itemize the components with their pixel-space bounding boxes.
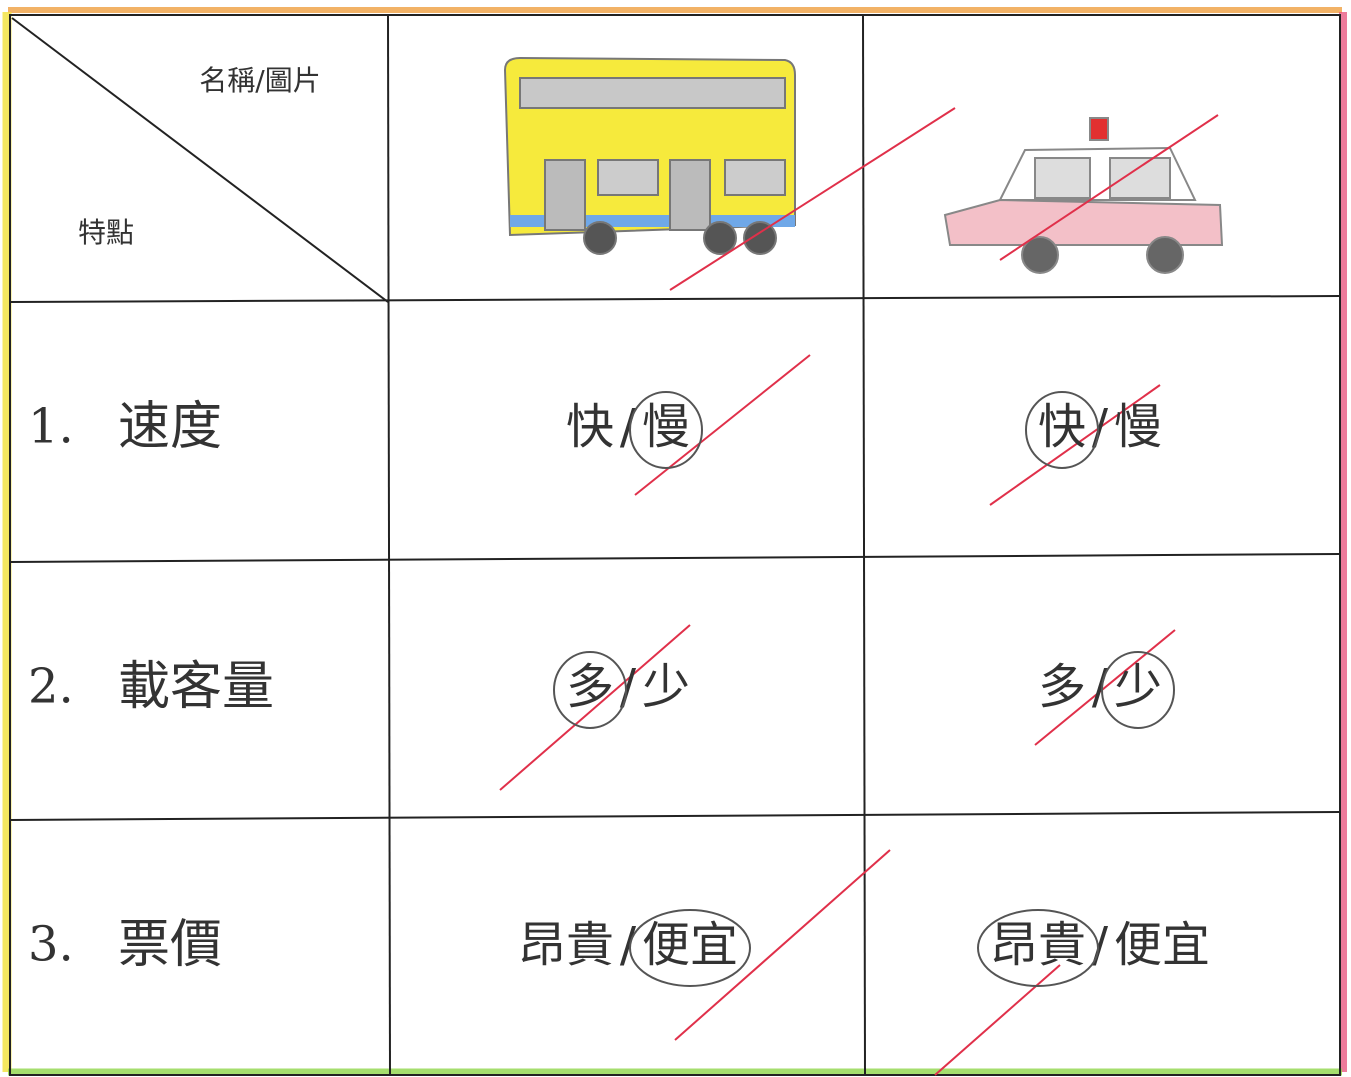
row-number: 2. [28,659,74,715]
table-grid [9,14,1341,1076]
separator: / [1092,917,1109,973]
feature: 載客量 [118,657,274,717]
option: 快 [566,399,614,455]
row-number: 1. [28,399,74,455]
option: 昂貴 [990,917,1086,973]
separator: / [620,917,637,973]
taxi-drawing [943,117,1224,274]
choice-circle [1101,651,1175,729]
option: 慢 [642,399,690,455]
choice-circle [1025,391,1099,469]
feature: 速度 [118,397,222,457]
row-number: 3. [28,917,74,973]
option: 慢 [1114,399,1162,455]
choice-circle [553,651,627,729]
option: 少 [642,659,690,715]
option: 昂貴 [518,917,614,973]
option: 便宜 [1114,917,1210,973]
header-name-picture: 名稱/圖片 [199,64,320,97]
choice-circle [977,909,1099,987]
feature: 票價 [118,915,222,975]
option: 便宜 [642,917,738,973]
option: 多 [1038,659,1086,715]
option: 少 [1114,659,1162,715]
choice-circle [629,909,751,987]
choice-circle [629,391,703,469]
bus-drawing [503,56,796,255]
option: 快 [1038,399,1086,455]
header-features: 特點 [78,216,134,249]
option: 多 [566,659,614,715]
red-ticks [499,107,1219,1076]
